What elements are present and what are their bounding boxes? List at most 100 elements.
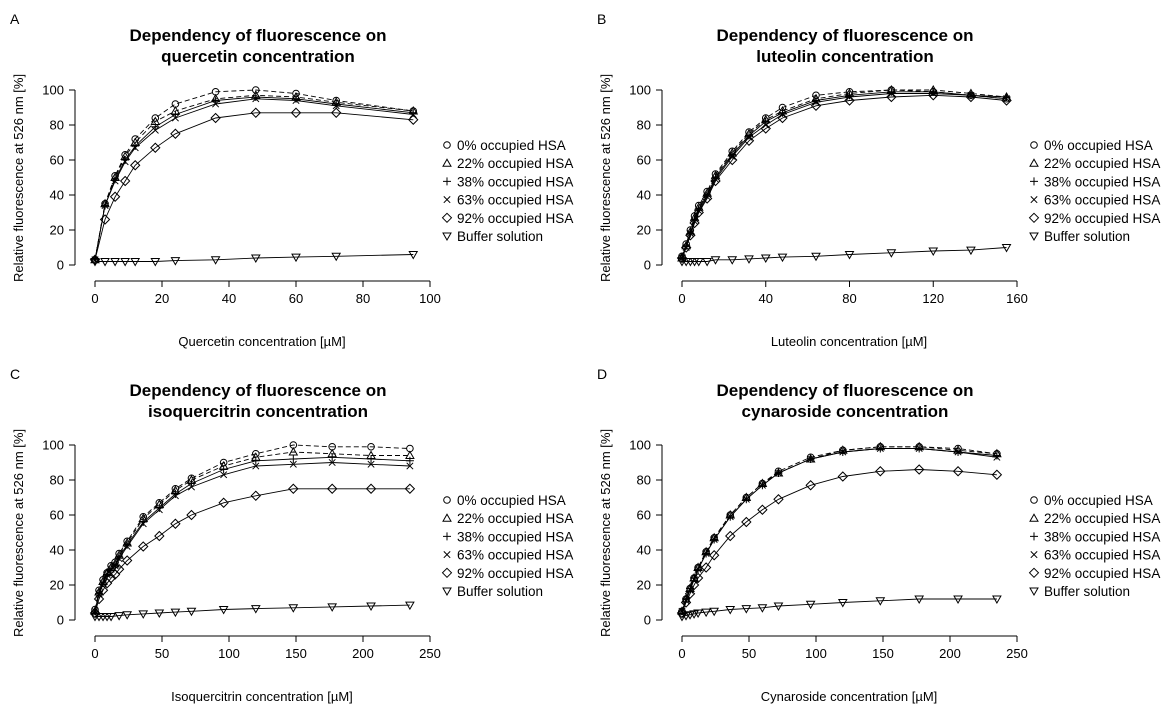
y-axis-label: Relative fluorescence at 526 nm [%] [11, 429, 26, 637]
data-point [155, 506, 163, 514]
data-point [98, 613, 108, 622]
y-tick-label: 60 [50, 508, 64, 523]
data-point [110, 258, 120, 267]
data-point [252, 462, 260, 470]
legend-marker [442, 158, 452, 167]
legend-label: 0% occupied HSA [457, 138, 566, 153]
data-point [773, 494, 784, 505]
series-3 [91, 93, 418, 264]
data-point [328, 453, 337, 462]
data-point [130, 258, 141, 267]
data-point [150, 142, 161, 153]
data-point [289, 460, 297, 468]
data-point [805, 600, 816, 610]
data-point [810, 100, 822, 111]
data-point [219, 465, 228, 474]
data-point [710, 256, 721, 265]
data-point [845, 93, 854, 101]
legend-label: 22% occupied HSA [457, 511, 573, 526]
data-point [727, 256, 738, 265]
legend-marker [443, 177, 451, 186]
x-tick-label: 200 [352, 646, 374, 661]
data-point [928, 90, 939, 101]
data-point [680, 597, 692, 608]
x-axis-label: Luteolin concentration [µM] [771, 334, 927, 349]
data-point [251, 93, 260, 101]
legend-label: 0% occupied HSA [457, 493, 566, 508]
data-point [992, 595, 1002, 605]
legend-label: Buffer solution [1044, 229, 1130, 244]
data-point [953, 595, 963, 605]
legend-label: 63% occupied HSA [1044, 548, 1160, 563]
data-point [100, 258, 110, 267]
data-point [121, 158, 129, 166]
series-1 [678, 86, 1011, 261]
y-tick-label: 100 [42, 438, 64, 453]
data-point [97, 585, 109, 596]
x-tick-label: 150 [872, 646, 894, 661]
data-point [710, 175, 721, 187]
series-line [681, 469, 997, 614]
data-point [291, 253, 301, 263]
series-line [94, 456, 410, 612]
data-point [109, 191, 121, 202]
data-point [741, 605, 752, 614]
y-tick-label: 60 [637, 508, 651, 523]
data-point [328, 458, 336, 467]
series-2 [90, 90, 419, 264]
data-point [728, 152, 736, 161]
data-point [693, 609, 703, 619]
x-tick-label: 160 [1006, 291, 1028, 306]
y-tick-label: 0 [644, 613, 651, 628]
data-point [692, 572, 704, 584]
y-tick-label: 80 [50, 473, 64, 488]
data-point [218, 497, 229, 508]
data-point [186, 607, 197, 617]
legend-marker [1030, 196, 1038, 204]
series-4 [91, 458, 414, 615]
series-4 [91, 95, 417, 264]
x-tick-label: 80 [356, 291, 370, 306]
data-point [744, 255, 754, 264]
y-tick-label: 40 [50, 188, 64, 203]
legend-label: 22% occupied HSA [1044, 156, 1160, 171]
data-point [887, 89, 895, 98]
y-tick-label: 100 [629, 438, 651, 453]
x-tick-label: 150 [285, 646, 307, 661]
x-axis-label: Quercetin concentration [µM] [178, 334, 345, 349]
series-line [681, 89, 1007, 257]
series-5 [89, 107, 419, 265]
data-point [122, 611, 133, 620]
data-point [760, 254, 771, 264]
x-tick-label: 120 [922, 291, 944, 306]
x-tick-label: 40 [759, 291, 773, 306]
data-point [758, 481, 766, 489]
data-point [954, 448, 962, 456]
data-point [111, 562, 119, 570]
data-point [93, 593, 105, 605]
legend-label: 92% occupied HSA [457, 211, 573, 226]
data-point [187, 479, 196, 488]
legend-label: Buffer solution [457, 229, 543, 244]
data-point [170, 128, 181, 139]
data-point [154, 609, 165, 619]
data-point [684, 588, 696, 599]
data-point [743, 135, 755, 146]
data-point [289, 455, 298, 463]
legend-marker [1030, 551, 1038, 559]
series-6 [677, 244, 1012, 267]
data-point [120, 258, 131, 267]
x-tick-label: 100 [805, 646, 827, 661]
data-point [710, 535, 718, 544]
data-point [913, 464, 925, 475]
data-point [332, 100, 341, 108]
data-point [837, 599, 848, 608]
chart-title: cynaroside concentration [742, 402, 949, 421]
data-point [123, 540, 132, 549]
data-point [101, 201, 109, 210]
legend: 0% occupied HSA 22% occupied HSA 38% occup… [1028, 138, 1160, 244]
data-point [113, 564, 125, 575]
series-3 [91, 453, 414, 616]
chart-panel-B: B Dependency of fluorescence on luteolin c… [597, 11, 1160, 349]
